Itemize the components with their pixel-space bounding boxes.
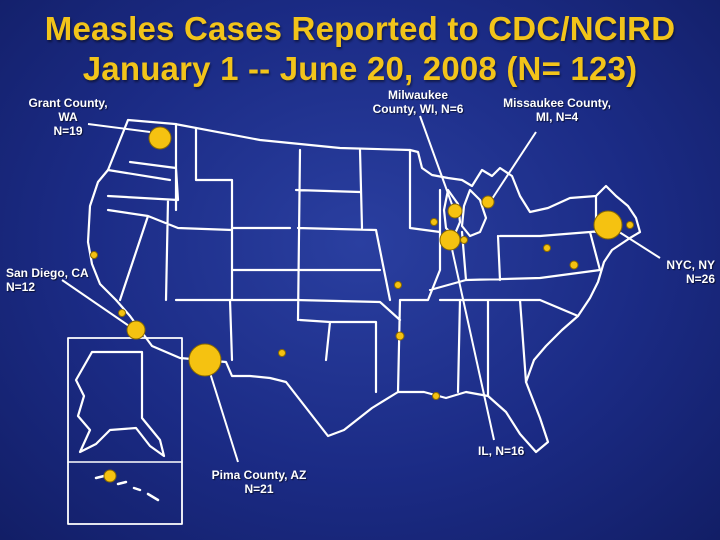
marker-small-9 — [569, 260, 579, 270]
label-missaukee: Missaukee County, MI, N=4 — [503, 96, 611, 124]
marker-small-11 — [432, 392, 440, 400]
alaska-outline — [74, 350, 166, 458]
marker-small-4 — [394, 281, 402, 289]
us-outline — [86, 118, 642, 454]
marker-small-7 — [460, 236, 468, 244]
marker-small-8 — [543, 244, 551, 252]
marker-san-diego — [126, 320, 146, 340]
map-title: Measles Cases Reported to CDC/NCIRD — [44, 10, 676, 47]
label-san-diego: San Diego, CA N=12 — [6, 266, 89, 294]
hawaii-islands — [94, 474, 160, 502]
marker-pima — [188, 343, 222, 377]
marker-small-6 — [430, 218, 438, 226]
inset-box — [67, 337, 183, 525]
marker-small-2 — [118, 309, 126, 317]
marker-milwaukee — [447, 203, 463, 219]
map-subtitle: January 1 -- June 20, 2008 (N= 123) — [82, 50, 638, 87]
marker-grant-county — [148, 126, 172, 150]
marker-small-10 — [626, 221, 634, 229]
label-illinois: IL, N=16 — [478, 444, 525, 458]
state-borders — [106, 122, 614, 398]
marker-small-5 — [395, 331, 405, 341]
label-grant-county: Grant County, WA N=19 — [28, 96, 108, 138]
label-milwaukee: Milwaukee County, WI, N=6 — [372, 88, 464, 116]
marker-missaukee — [481, 195, 495, 209]
marker-nyc — [593, 210, 623, 240]
marker-hawaii — [103, 469, 117, 483]
marker-small-3 — [278, 349, 286, 357]
michigan-peninsula — [460, 188, 488, 238]
label-nyc: NYC, NY N=26 — [666, 258, 715, 286]
label-pima: Pima County, AZ N=21 — [211, 468, 307, 496]
marker-illinois — [439, 229, 461, 251]
marker-small-1 — [90, 251, 98, 259]
